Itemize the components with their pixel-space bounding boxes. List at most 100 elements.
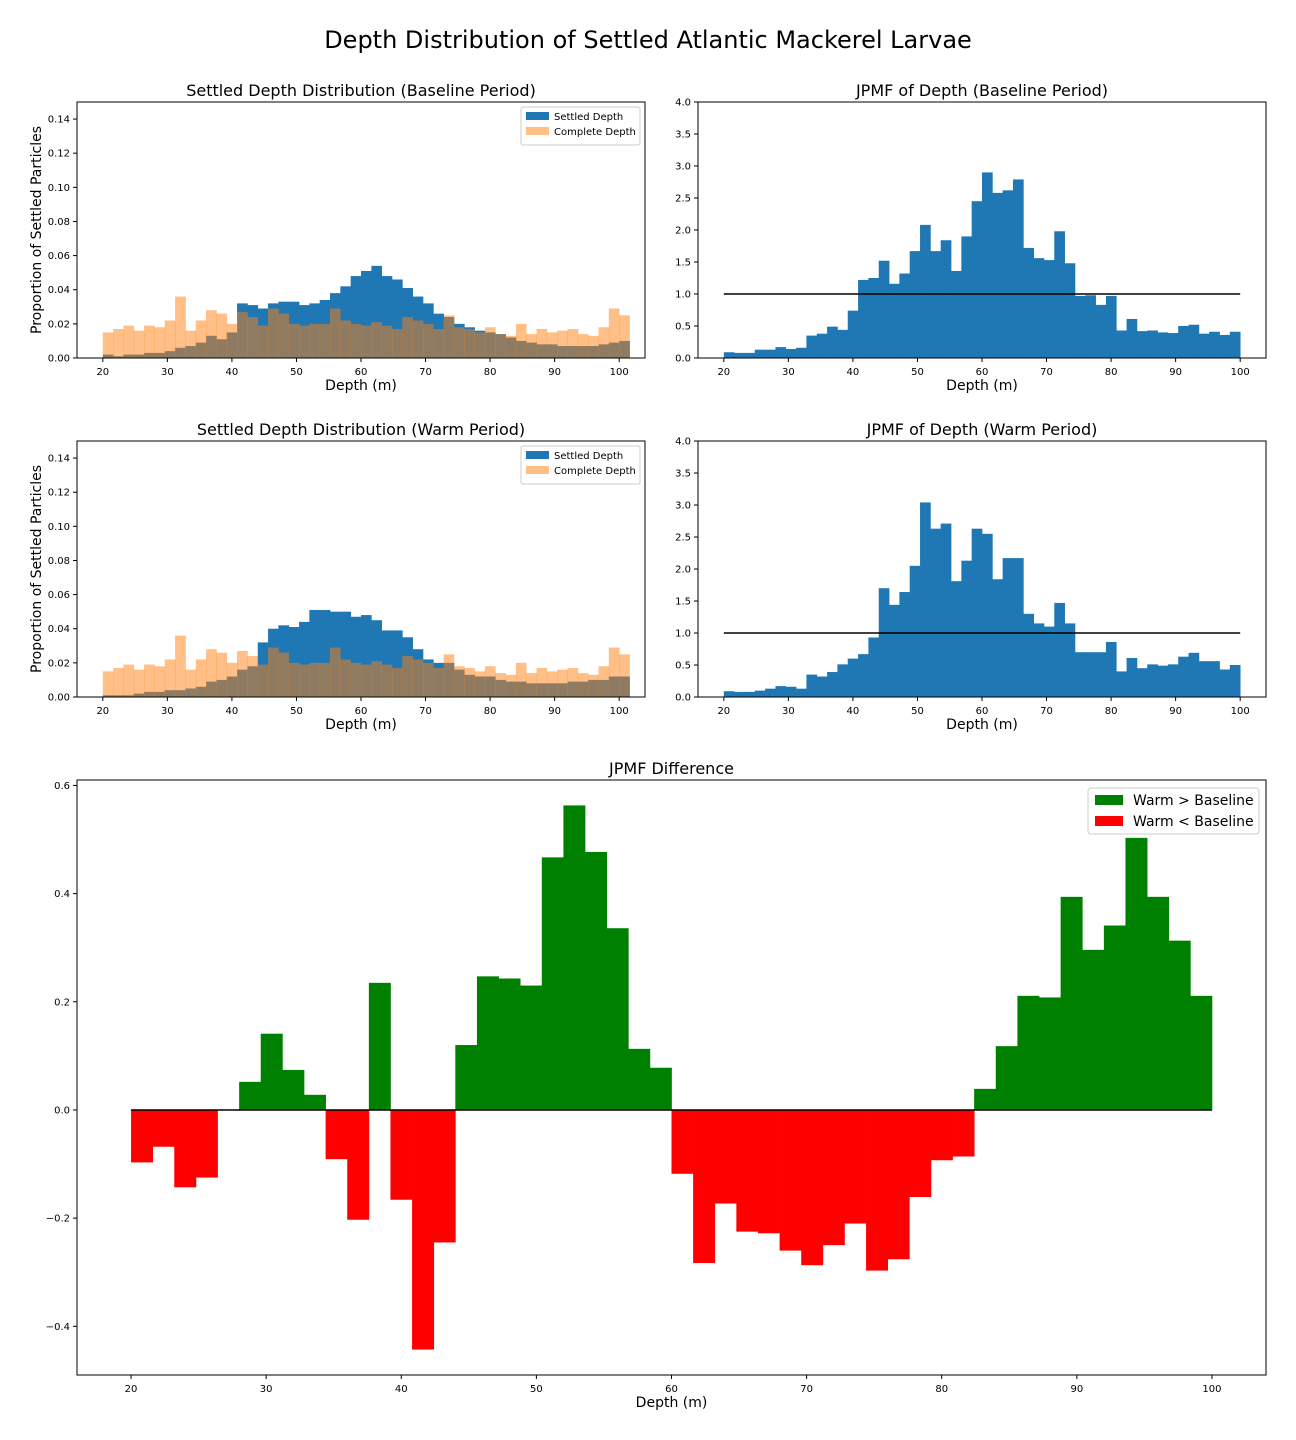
difference-bar-bin-32 — [822, 1109, 845, 1246]
x-axis-label: Depth (m) — [325, 378, 397, 394]
difference-bar-bin-46 — [1125, 837, 1148, 1110]
bar-series-1-bin-44 — [557, 330, 568, 358]
bar-series-1-bin-1 — [113, 328, 124, 358]
bar-series-0-bin-12 — [847, 658, 859, 697]
bar-series-0-bin-42 — [1157, 332, 1169, 358]
bar-series-1-bin-30 — [412, 659, 424, 697]
difference-bar-bin-39 — [974, 1088, 997, 1110]
bar-series-0-bin-47 — [1209, 331, 1220, 358]
difference-bar-bin-44 — [1082, 949, 1105, 1110]
bar-series-1-bin-16 — [268, 308, 279, 358]
bar-series-0-bin-5 — [775, 686, 787, 697]
bar-series-1-bin-8 — [185, 330, 197, 358]
bar-series-0-bin-11 — [837, 664, 849, 697]
bar-series-1-bin-19 — [299, 325, 310, 358]
x-tick-label: 100 — [1231, 706, 1250, 717]
bar-series-1-bin-45 — [567, 328, 579, 358]
bar-series-0-bin-11 — [837, 329, 849, 358]
bar-series-1-bin-5 — [154, 327, 166, 358]
bar-series-0-bin-28 — [391, 630, 403, 697]
difference-bar-bin-9 — [325, 1109, 348, 1160]
bar-series-1-bin-8 — [185, 669, 197, 697]
bar-series-1-bin-3 — [133, 669, 145, 697]
bar-series-1-bin-39 — [505, 674, 517, 697]
x-tick-label: 60 — [355, 706, 368, 717]
bar-series-0-bin-49 — [1229, 665, 1241, 697]
bar-series-1-bin-40 — [515, 662, 527, 697]
bar-series-0-bin-42 — [1157, 665, 1169, 697]
figure-title: Depth Distribution of Settled Atlantic M… — [324, 26, 972, 54]
bar-series-1-bin-33 — [443, 654, 455, 697]
x-tick-label: 50 — [911, 706, 924, 717]
bar-series-1-bin-16 — [268, 647, 279, 697]
bar-series-1-bin-45 — [567, 667, 579, 697]
bars — [723, 172, 1241, 358]
y-axis-label: Proportion of Settled Particles — [29, 465, 45, 673]
bar-series-1-bin-13 — [237, 311, 248, 358]
x-tick-label: 40 — [847, 706, 860, 717]
bar-series-1-bin-20 — [309, 662, 321, 697]
legend-label: Settled Depth — [554, 112, 623, 123]
y-tick-label: 0.00 — [48, 693, 70, 704]
difference-bar-bin-5 — [239, 1081, 262, 1110]
jpmf-difference-panel: 20 30 40 50 60 70 80 90 100 −0.4 −0.2 0.0 0.2 0.4 0.6 J… — [46, 759, 1267, 1411]
difference-bar-bin-24 — [649, 1067, 672, 1110]
bar-series-0-bin-23 — [961, 236, 973, 358]
bar-series-1-bin-23 — [340, 659, 352, 697]
bar-series-0-bin-25 — [982, 172, 993, 358]
bar-series-0-bin-16 — [889, 604, 900, 697]
bar-series-1-bin-15 — [257, 664, 269, 697]
bar-series-1-bin-20 — [309, 323, 321, 358]
y-tick-label: 2.0 — [675, 226, 691, 237]
baseline-jpmf-panel: 20 30 40 50 60 70 80 90 100 0.0 0.5 1.0 1.5 2.0 2.5 3.0… — [675, 81, 1267, 394]
bars — [102, 609, 630, 697]
bar-series-1-bin-35 — [464, 328, 475, 358]
bar-series-1-bin-33 — [443, 315, 455, 358]
difference-bar-bin-48 — [1168, 940, 1191, 1110]
legend-box — [520, 445, 641, 485]
bar-series-1-bin-29 — [402, 656, 413, 697]
bar-series-1-bin-21 — [319, 323, 331, 358]
bar-series-0-bin-30 — [1033, 623, 1045, 697]
bar-series-0-bin-5 — [775, 347, 787, 358]
y-tick-label: 3.5 — [675, 130, 691, 141]
difference-bar-bin-3 — [195, 1109, 218, 1178]
x-axis-label: Depth (m) — [946, 378, 1018, 394]
x-tick-label: 30 — [260, 1384, 273, 1395]
bars — [131, 805, 1213, 1350]
bar-series-1-bin-5 — [154, 666, 166, 697]
x-tick-label: 50 — [290, 367, 303, 378]
difference-bar-bin-6 — [260, 1033, 283, 1110]
difference-bar-bin-25 — [671, 1109, 694, 1174]
difference-bar-bin-16 — [476, 976, 499, 1110]
bar-series-0-bin-6 — [785, 686, 797, 697]
bar-series-1-bin-14 — [247, 656, 259, 697]
y-tick-label: 0.4 — [54, 889, 70, 900]
bar-series-0-bin-38 — [1116, 671, 1127, 697]
bar-series-0-bin-27 — [381, 630, 393, 697]
x-tick-label: 30 — [161, 367, 174, 378]
bar-series-1-bin-35 — [464, 667, 475, 697]
bar-series-0-bin-1 — [734, 691, 745, 697]
y-tick-label: 1.0 — [675, 629, 691, 640]
x-tick-label: 90 — [1070, 1384, 1083, 1395]
difference-bar-bin-12 — [390, 1109, 413, 1200]
x-tick-label: 60 — [976, 367, 989, 378]
bar-series-0-bin-44 — [1178, 656, 1189, 697]
difference-bar-bin-0 — [131, 1109, 154, 1163]
difference-bar-bin-14 — [433, 1109, 456, 1243]
y-tick-label: 0.0 — [54, 1105, 70, 1116]
bar-series-1-bin-37 — [484, 327, 496, 358]
bar-series-0-bin-36 — [1095, 304, 1107, 358]
bar-series-0-bin-8 — [806, 335, 818, 358]
bar-series-1-bin-49 — [608, 308, 620, 358]
bar-series-0-bin-29 — [1023, 247, 1034, 358]
y-tick-label: 0.12 — [48, 149, 70, 160]
bar-series-0-bin-0 — [723, 352, 735, 358]
bar-series-1-bin-10 — [206, 649, 217, 697]
bar-series-0-bin-48 — [1219, 334, 1231, 358]
bar-series-0-bin-13 — [858, 279, 869, 358]
warm-jpmf-panel: 20 30 40 50 60 70 80 90 100 0.0 0.5 1.0 1.5 2.0 2.5 3.0… — [675, 420, 1267, 733]
bar-series-1-bin-47 — [588, 674, 599, 697]
bar-series-1-bin-41 — [526, 334, 537, 358]
